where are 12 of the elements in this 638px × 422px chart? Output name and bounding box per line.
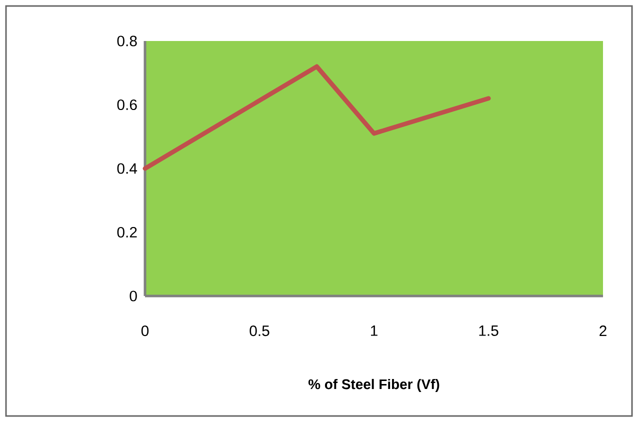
y-tick-label: 0.8: [117, 36, 137, 46]
x-tick-label: 0: [141, 326, 149, 336]
line-series: [142, 64, 491, 171]
x-tick-label: 0.5: [250, 326, 270, 336]
y-tick-label: 0.6: [117, 99, 137, 110]
x-tick-label: 1: [370, 326, 378, 336]
y-tick-label: 0.4: [117, 163, 138, 174]
x-tick-label: 1.5: [479, 326, 498, 336]
y-tick-label: 0: [130, 290, 137, 302]
y-tick-label: 0.2: [117, 226, 137, 238]
x-axis-title: % of Steel Fiber (Vf): [308, 378, 440, 392]
x-tick-label: 2: [600, 326, 606, 336]
